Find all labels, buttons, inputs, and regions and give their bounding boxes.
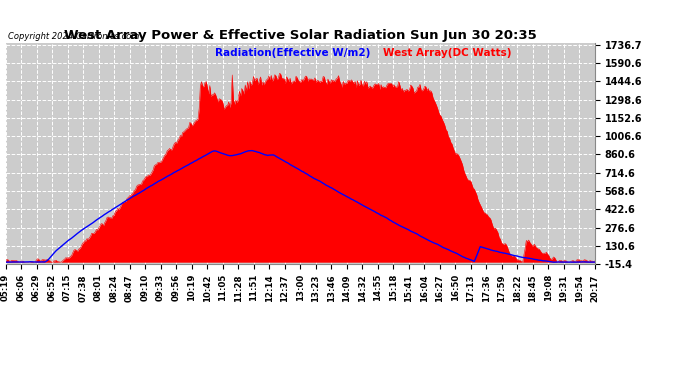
Title: West Array Power & Effective Solar Radiation Sun Jun 30 20:35: West Array Power & Effective Solar Radia… [63, 28, 537, 42]
Text: Copyright 2024 Cartronics.com: Copyright 2024 Cartronics.com [8, 32, 139, 41]
Text: West Array(DC Watts): West Array(DC Watts) [383, 48, 511, 58]
Text: Radiation(Effective W/m2): Radiation(Effective W/m2) [215, 48, 370, 58]
